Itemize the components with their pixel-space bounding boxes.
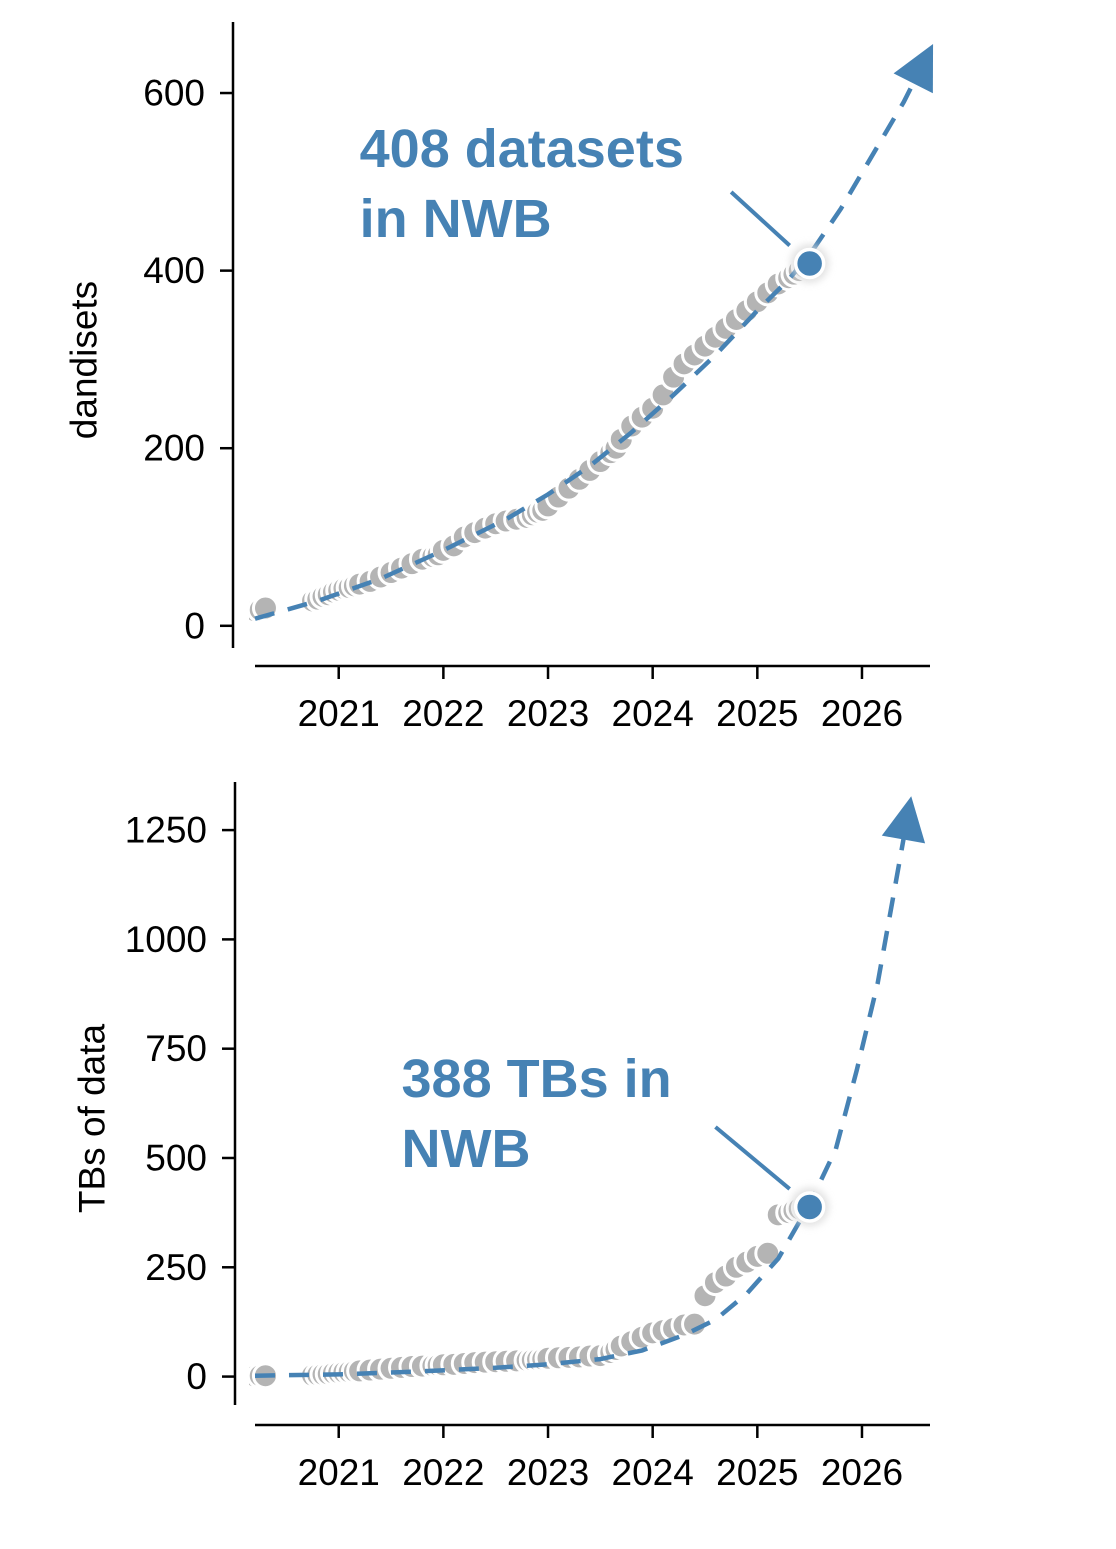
y-tick-label: 400	[143, 250, 205, 291]
y-tick-label: 0	[184, 605, 205, 646]
trend-arrow-head	[893, 44, 934, 94]
x-tick-label: 2021	[298, 693, 380, 734]
annotation-text: 408 datasets	[360, 119, 684, 179]
annotation-pointer	[729, 190, 792, 247]
annotation-text: NWB	[402, 1119, 531, 1179]
x-tick-label: 2023	[507, 1452, 589, 1493]
x-tick-label: 2023	[507, 693, 589, 734]
trend-line	[254, 69, 922, 621]
y-tick-label: 250	[145, 1247, 207, 1288]
trend-arrow-head	[881, 796, 926, 844]
y-tick-label: 1250	[125, 810, 207, 851]
history-points	[249, 1194, 818, 1390]
y-axis-title: dandisets	[64, 281, 105, 439]
x-tick-label: 2022	[402, 693, 484, 734]
x-tick-label: 2025	[716, 1452, 798, 1493]
trend-line	[254, 825, 909, 1378]
x-tick-label: 2021	[298, 1452, 380, 1493]
y-tick-label: 750	[145, 1028, 207, 1069]
annotation-text: 388 TBs in	[402, 1049, 672, 1109]
chart-panel-1: 0 200 400 600 2021 2022 2023 2024 2025 2026 dandis…	[64, 22, 934, 734]
x-tick-label: 2024	[612, 1452, 694, 1493]
chart-panel-2: 0 250 500 750 1000 1250 2021 2022 2023 2024 2025 20…	[72, 782, 930, 1493]
history-points	[249, 253, 818, 626]
current-point	[793, 247, 826, 280]
x-tick-label: 2026	[821, 693, 903, 734]
y-tick-label: 200	[143, 428, 205, 469]
y-axis-title: TBs of data	[72, 1023, 113, 1213]
x-tick-label: 2025	[716, 693, 798, 734]
current-point	[793, 1191, 826, 1223]
annotation-text: in NWB	[360, 189, 552, 249]
x-tick-label: 2022	[402, 1452, 484, 1493]
x-tick-label: 2024	[612, 693, 694, 734]
y-tick-label: 0	[186, 1356, 207, 1397]
annotation-pointer	[714, 1125, 791, 1191]
y-tick-label: 500	[145, 1137, 207, 1178]
x-tick-label: 2026	[821, 1452, 903, 1493]
y-tick-label: 1000	[125, 919, 207, 960]
y-tick-label: 600	[143, 73, 205, 114]
